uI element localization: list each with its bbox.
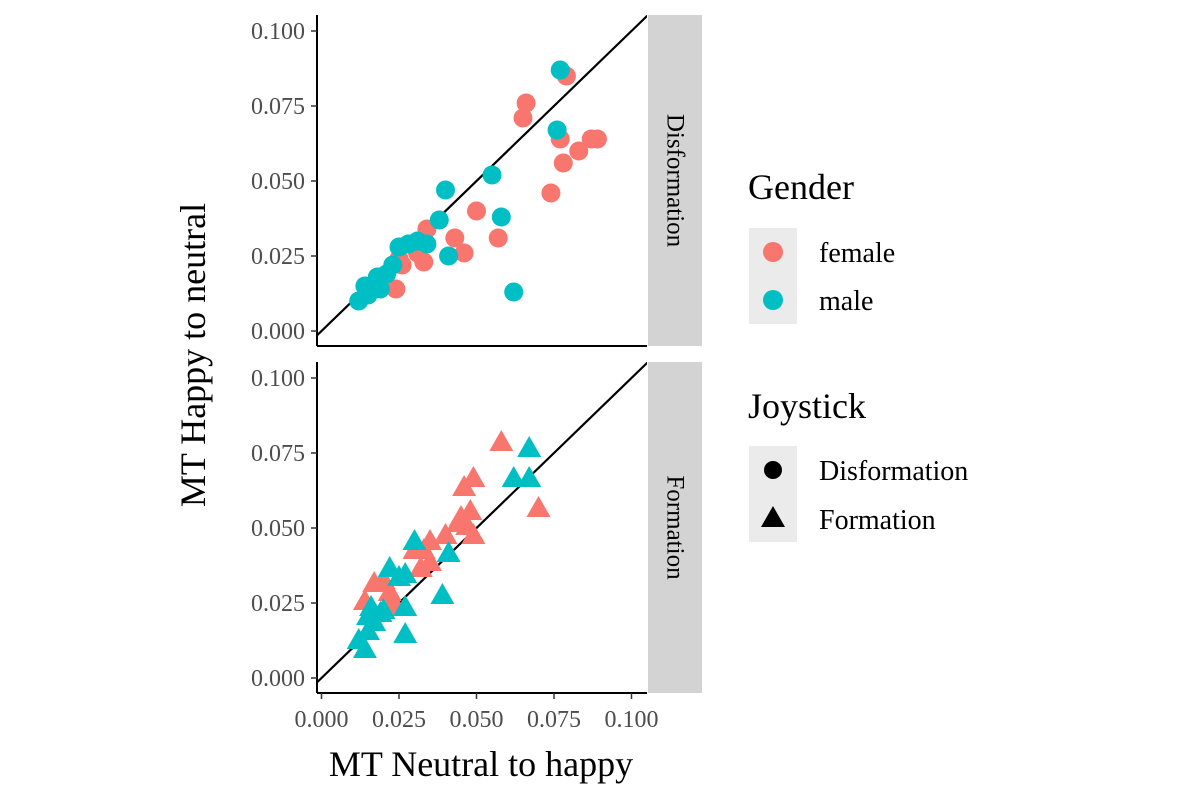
legend-label-female: female	[819, 238, 895, 269]
data-point-male	[517, 466, 542, 487]
data-point-male	[547, 120, 567, 140]
data-point-female	[513, 108, 533, 128]
data-point-male	[436, 180, 455, 200]
x-tick-label: 0.075	[527, 707, 581, 733]
data-point-female	[516, 93, 536, 113]
panel-disformation: 0.000 0.025 0.050 0.075 0.100 Disformation	[251, 15, 702, 347]
x-tick-label: 0.100	[605, 707, 659, 733]
data-point-male	[501, 466, 526, 487]
data-point-female	[461, 523, 486, 544]
legend-label-male: male	[819, 286, 873, 317]
legend-key-disformation	[764, 461, 782, 479]
data-point-female	[488, 228, 508, 248]
data-point-female	[362, 571, 387, 592]
legend-key-formation	[761, 506, 785, 527]
data-point-male	[439, 246, 459, 266]
strip-background	[648, 362, 702, 693]
data-point-male	[430, 583, 455, 604]
data-point-male	[352, 637, 377, 658]
x-tick-label: 0.000	[295, 707, 349, 733]
data-point-male	[550, 60, 570, 80]
data-point-male	[402, 529, 427, 550]
data-point-male	[387, 565, 411, 586]
data-point-female	[467, 201, 486, 221]
data-point-male	[393, 622, 418, 643]
data-point-female	[541, 183, 561, 203]
data-point-male	[517, 436, 542, 457]
y-tick-label: 0.025	[251, 591, 305, 617]
x-tick-label: 0.050	[450, 707, 504, 733]
legend-title-joystick: Joystick	[748, 386, 866, 426]
data-point-female	[445, 228, 465, 248]
y-tick-label: 0.075	[251, 94, 305, 120]
data-point-female	[452, 475, 477, 496]
y-tick-label: 0.100	[251, 19, 305, 45]
y-axis-title: MT Happy to neutral	[173, 203, 213, 507]
data-point-female	[553, 153, 573, 173]
data-point-male	[429, 210, 449, 230]
data-point-female	[526, 496, 551, 517]
strip-label: Disformation	[662, 114, 689, 248]
data-point-female	[408, 556, 433, 577]
y-tick-label: 0.100	[251, 366, 305, 392]
data-point-male	[389, 237, 409, 257]
data-point-male	[482, 165, 502, 185]
y-tick-label: 0.000	[251, 666, 305, 692]
data-point-male	[349, 291, 369, 311]
panels-group: 0.0000.0250.0500.0750.100Disformation0.0…	[251, 15, 702, 733]
panel-formation: 0.000 0.025 0.050 0.075 0.100 Formation 0.000 0…	[251, 362, 702, 733]
data-point-female	[454, 243, 474, 263]
legend-key-male	[763, 290, 783, 310]
y-tick-label: 0.075	[251, 441, 305, 467]
data-point-male	[436, 541, 461, 562]
x-tick-label: 0.025	[372, 707, 426, 733]
y-tick-label: 0.025	[251, 244, 305, 270]
data-point-male	[371, 598, 396, 619]
y-tick-label: 0.000	[251, 319, 305, 345]
data-point-male	[491, 207, 511, 227]
legend: Gender female male Joystick Disformation…	[748, 167, 968, 542]
legend-key-female	[763, 242, 783, 262]
legend-label-disformation: Disformation	[819, 456, 968, 487]
data-point-male	[393, 595, 418, 616]
data-point-female	[433, 523, 458, 544]
data-point-female	[489, 430, 514, 451]
data-point-female	[581, 129, 601, 149]
reference-line	[317, 362, 647, 684]
x-axis-title: MT Neutral to happy	[329, 744, 633, 784]
data-point-male	[504, 282, 524, 302]
legend-label-formation: Formation	[819, 505, 936, 536]
data-point-female	[414, 252, 434, 272]
data-point-female	[386, 279, 406, 299]
strip-background	[648, 15, 702, 346]
strip-label: Formation	[662, 475, 689, 580]
data-point-female	[569, 141, 589, 161]
legend-title-gender: Gender	[748, 167, 854, 207]
y-tick-label: 0.050	[251, 169, 305, 195]
y-tick-label: 0.050	[251, 516, 305, 542]
